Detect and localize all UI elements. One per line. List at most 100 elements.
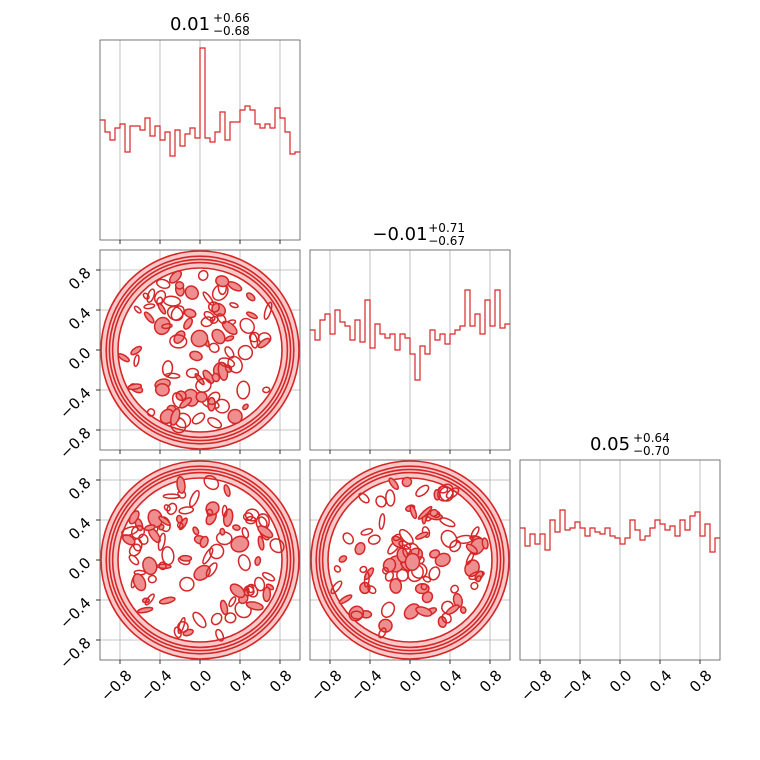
y-tick-label-row3-1: −0.4 bbox=[56, 594, 94, 632]
contour-panel-3-2-contour-blob bbox=[404, 552, 421, 572]
contour-panel-2-1-contour-blob bbox=[207, 416, 223, 429]
contour-panel-3-2-contour-blob bbox=[437, 483, 454, 502]
x-tick-label-col3-3: 0.4 bbox=[646, 666, 676, 696]
param-title-plus: +0.64 bbox=[633, 431, 670, 445]
contour-panel-3-1-contour-blob bbox=[176, 522, 184, 529]
param-title-plus: +0.66 bbox=[213, 11, 250, 25]
contour-panel-3-1-contour-blob bbox=[245, 601, 264, 611]
contour-panel-2-1-ring-1 bbox=[105, 255, 295, 445]
contour-panel-3-1-contour-blob bbox=[253, 576, 266, 592]
contour-panel-3-2-contour-blob bbox=[363, 571, 370, 588]
param-title-1: 0.01 bbox=[170, 14, 210, 35]
contour-panel-3-2-contour-blob bbox=[422, 575, 432, 583]
y-tick-label-row3-0: −0.8 bbox=[56, 634, 94, 672]
contour-panel-2-1-contour-blob bbox=[183, 308, 197, 319]
x-tick-label-col2-1: −0.4 bbox=[347, 666, 385, 704]
contour-panel-2-1-contour-blob bbox=[146, 288, 156, 303]
contour-panel-2-1-contour-blob bbox=[169, 408, 181, 426]
contour-panel-2-1-contour-blob bbox=[170, 305, 185, 321]
contour-panel-3-2-contour-blob bbox=[381, 566, 390, 575]
contour-panel-3-1-contour-blob bbox=[144, 524, 156, 532]
contour-panel-3-1-contour-blob bbox=[162, 493, 181, 500]
contour-panel-3-2-contour-blob bbox=[470, 581, 479, 591]
contour-panel-3-1-contour-blob bbox=[176, 475, 186, 494]
contour-panel-3-2-ring-3 bbox=[321, 471, 499, 649]
contour-panel-3-2-contour-blob bbox=[465, 543, 478, 555]
contour-panel-3-2-contour-blob bbox=[378, 513, 386, 530]
contour-panel-2-1-contour-blob bbox=[263, 301, 273, 320]
x-tick-label-col1-4: 0.8 bbox=[266, 666, 296, 696]
contour-panel-2-1-contour-blob bbox=[216, 313, 227, 325]
contour-panel-3-1-contour-blob bbox=[188, 489, 200, 508]
x-tick-label-col3-1: −0.4 bbox=[557, 666, 595, 704]
contour-panel-2-1-contour-blob bbox=[133, 305, 142, 314]
contour-panel-3-2-contour-blob bbox=[358, 492, 370, 504]
contour-panel-2-1-contour-blob bbox=[245, 292, 256, 302]
contour-panel-2-1-contour-blob bbox=[157, 302, 167, 315]
contour-panel-3-1-contour-blob bbox=[262, 586, 272, 603]
contour-panel-3-2-contour-blob bbox=[382, 557, 397, 573]
contour-panel-2-1-contour-blob bbox=[169, 334, 188, 349]
contour-panel-2-1-inner-ring bbox=[117, 267, 283, 433]
contour-panel-3-2-contour-blob bbox=[440, 529, 458, 549]
contour-panel-2-1-contour-blob bbox=[203, 310, 216, 322]
y-tick-label-row3-3: 0.4 bbox=[65, 514, 95, 544]
hist-panel-3-histogram bbox=[520, 509, 720, 553]
contour-panel-3-2-contour-blob bbox=[392, 533, 402, 542]
contour-panel-2-1-contour-blob bbox=[237, 344, 254, 361]
x-tick-label-col3-4: 0.8 bbox=[686, 666, 716, 696]
x-tick-label-col1-1: −0.4 bbox=[137, 666, 175, 704]
contour-panel-3-1-contour-blob bbox=[215, 628, 225, 642]
contour-panel-2-1-contour-blob bbox=[143, 303, 156, 310]
y-tick-label-row2-1: −0.4 bbox=[56, 384, 94, 422]
param-title-minus: −0.70 bbox=[633, 444, 670, 458]
contour-panel-3-1-contours bbox=[100, 460, 300, 660]
contour-panel-2-1-contour-blob bbox=[248, 331, 260, 343]
contour-panel-3-2-contour-blob bbox=[439, 517, 456, 528]
param-title-value: −0.01 bbox=[372, 224, 427, 245]
y-tick-label-row2-3: 0.4 bbox=[65, 304, 95, 334]
param-title-3: 0.05 bbox=[590, 434, 630, 455]
contour-panel-3-1-contour-blob bbox=[158, 515, 171, 526]
contour-panel-2-1-contour-blob bbox=[143, 311, 155, 324]
contour-panel-2-1-contour-blob bbox=[239, 317, 255, 334]
contour-panel-3-1-contour-blob bbox=[132, 573, 147, 592]
contour-panel-3-1-contour-blob bbox=[178, 506, 195, 515]
contour-panel-3-2-contour-blob bbox=[445, 604, 460, 616]
contour-panel-3-2-contour-blob bbox=[409, 505, 418, 520]
contour-panel-3-1-contour-blob bbox=[254, 556, 262, 566]
contour-panel-2-1-contour-blob bbox=[202, 291, 215, 306]
contour-panel-3-1-contour-blob bbox=[179, 554, 193, 562]
contour-panel-3-2-contour-blob bbox=[354, 542, 366, 556]
param-title-value: 0.01 bbox=[170, 14, 210, 35]
contour-panel-2-1-contour-blob bbox=[211, 328, 226, 345]
x-tick-label-col1-2: 0.0 bbox=[186, 666, 216, 696]
contour-panel-3-2-contour-blob bbox=[415, 606, 433, 617]
contour-panel-3-1-contour-blob bbox=[179, 576, 195, 592]
contour-panel-3-2-contour-blob bbox=[333, 565, 342, 573]
contour-panel-2-1-contour-blob bbox=[215, 275, 230, 288]
contour-panel-3-2-contour-blob bbox=[417, 505, 433, 520]
contour-panel-3-1-contour-blob bbox=[121, 526, 139, 537]
contour-panel-3-2-contour-blob bbox=[429, 549, 441, 559]
contour-panel-3-1-contour-blob bbox=[144, 593, 155, 606]
contour-panel-3-1-contour-blob bbox=[228, 596, 237, 608]
contour-panel-2-1-contour-blob bbox=[189, 350, 203, 362]
contour-panel-3-1-contour-blob bbox=[209, 543, 225, 560]
contour-panel-3-2-contour-blob bbox=[350, 610, 364, 620]
contour-panel-3-2-contour-blob bbox=[415, 484, 430, 498]
contour-panel-2-1-contour-blob bbox=[127, 383, 143, 391]
contour-panel-3-1-contour-blob bbox=[237, 554, 251, 572]
contour-panel-2-1-contour-blob bbox=[245, 311, 258, 320]
contour-panel-3-1-contour-blob bbox=[128, 510, 140, 525]
contour-panel-3-1-contour-blob bbox=[203, 474, 220, 491]
contour-panel-3-1-contour-blob bbox=[246, 584, 255, 594]
contour-panel-3-2-contour-blob bbox=[367, 534, 381, 545]
contour-panel-3-1-contour-blob bbox=[138, 533, 149, 545]
contour-panel-3-1-contour-blob bbox=[137, 606, 154, 614]
contour-panel-3-2-contour-blob bbox=[380, 601, 396, 618]
contour-panel-2-1-contour-blob bbox=[207, 301, 221, 313]
contour-panel-3-1-contour-blob bbox=[166, 502, 178, 516]
contour-panel-3-2-contour-blob bbox=[421, 591, 434, 604]
